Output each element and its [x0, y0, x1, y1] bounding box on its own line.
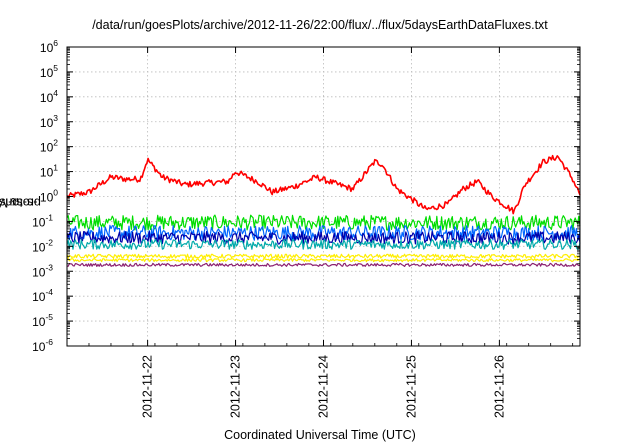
- x-tick-label: 2012-11-26: [492, 355, 506, 418]
- y-tick-label: 106: [40, 38, 58, 55]
- y-tick-label: 104: [40, 88, 58, 105]
- y-tick-label: 10-6: [32, 337, 53, 354]
- y-tick-label: 10-2: [32, 237, 53, 254]
- y-tick-label: 10-1: [32, 212, 53, 229]
- x-ticks: 2012-11-22 2012-11-23 2012-11-24 2012-11-25…: [66, 47, 574, 418]
- series-line-7: [66, 262, 581, 267]
- x-axis-label: Coordinated Universal Time (UTC): [224, 428, 416, 442]
- y-tick-label: 102: [40, 138, 58, 155]
- x-tick-label: 2012-11-23: [229, 355, 243, 418]
- x-tick-label: 2012-11-25: [404, 355, 418, 418]
- x-tick-label: 2012-11-24: [317, 355, 331, 418]
- y-tick-label: 10-4: [32, 287, 53, 304]
- y-tick-label: 10-3: [32, 262, 53, 279]
- series-line-3: [66, 231, 581, 245]
- y-tick-label: 100: [40, 188, 58, 205]
- y-tick-label: 105: [40, 63, 58, 80]
- y-tick-label: 103: [40, 113, 58, 130]
- series-line-5: [66, 253, 581, 259]
- y-tick-label: 10-5: [32, 312, 53, 329]
- grid: [67, 47, 580, 346]
- series-line-1: [66, 214, 581, 231]
- series-line-6: [66, 258, 581, 263]
- series-line-4: [66, 238, 581, 250]
- y-tick-label: 101: [40, 163, 58, 180]
- y-ticks: 10-6 10-5 10-4 10-3 10-2 10-1 100 101 102 103 104 1…: [32, 38, 580, 354]
- chart-title: /data/run/goesPlots/archive/2012-11-26/2…: [92, 18, 548, 32]
- series-group: [66, 154, 581, 267]
- series-line-0: [66, 154, 581, 215]
- x-tick-label: 2012-11-22: [141, 355, 155, 418]
